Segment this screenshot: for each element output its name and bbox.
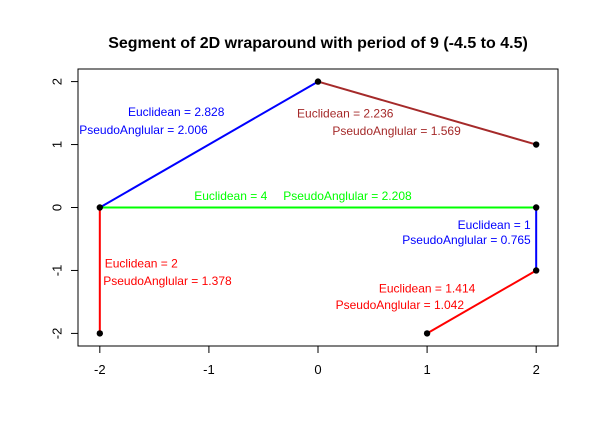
x-tick-label: 0: [314, 362, 321, 377]
series-segment-2: [317, 80, 537, 146]
y-tick-label: 1: [49, 141, 64, 148]
x-tick-label: 1: [423, 362, 430, 377]
annotation-6: PseudoAnglular = 2.208: [283, 189, 412, 203]
x-axis: -2 -1 0 1 2: [94, 345, 540, 377]
y-axis: -2 -1 0 1 2: [49, 78, 79, 340]
annotation-7: Euclidean = 1: [458, 218, 531, 232]
x-tick-label: -2: [94, 362, 106, 377]
series-segment-1: [99, 80, 319, 209]
annotation-9: Euclidean = 2: [105, 256, 178, 270]
y-tick-label: 0: [49, 204, 64, 211]
annotation-10: PseudoAnglular = 1.378: [103, 274, 232, 288]
y-tick-label: -1: [49, 265, 64, 277]
data-point-1: [96, 204, 104, 211]
data-point-4: [532, 204, 540, 211]
annotation-5: Euclidean = 4: [194, 189, 267, 203]
data-point-7: [96, 330, 104, 337]
annotation-2: PseudoAnglular = 2.006: [79, 123, 208, 137]
series-segment-5: [426, 269, 537, 335]
x-tick-label: 2: [533, 362, 540, 377]
data-point-6: [423, 330, 431, 337]
y-tick-label: -2: [49, 328, 64, 340]
data-point-2: [314, 78, 322, 85]
annotation-8: PseudoAnglular = 0.765: [402, 233, 531, 247]
plot-area: Euclidean = 2.828 PseudoAnglular = 2.006 E…: [79, 78, 540, 337]
data-point-3: [532, 141, 540, 148]
annotation-4: PseudoAnglular = 1.569: [332, 124, 461, 138]
annotation-3: Euclidean = 2.236: [297, 106, 394, 120]
annotation-1: Euclidean = 2.828: [128, 105, 225, 119]
annotation-11: Euclidean = 1.414: [379, 282, 476, 296]
data-point-5: [532, 267, 540, 274]
annotation-12: PseudoAnglular = 1.042: [336, 298, 465, 312]
x-tick-label: -1: [203, 362, 215, 377]
y-tick-label: 2: [49, 78, 64, 85]
chart-title: Segment of 2D wraparound with period of …: [108, 35, 528, 52]
